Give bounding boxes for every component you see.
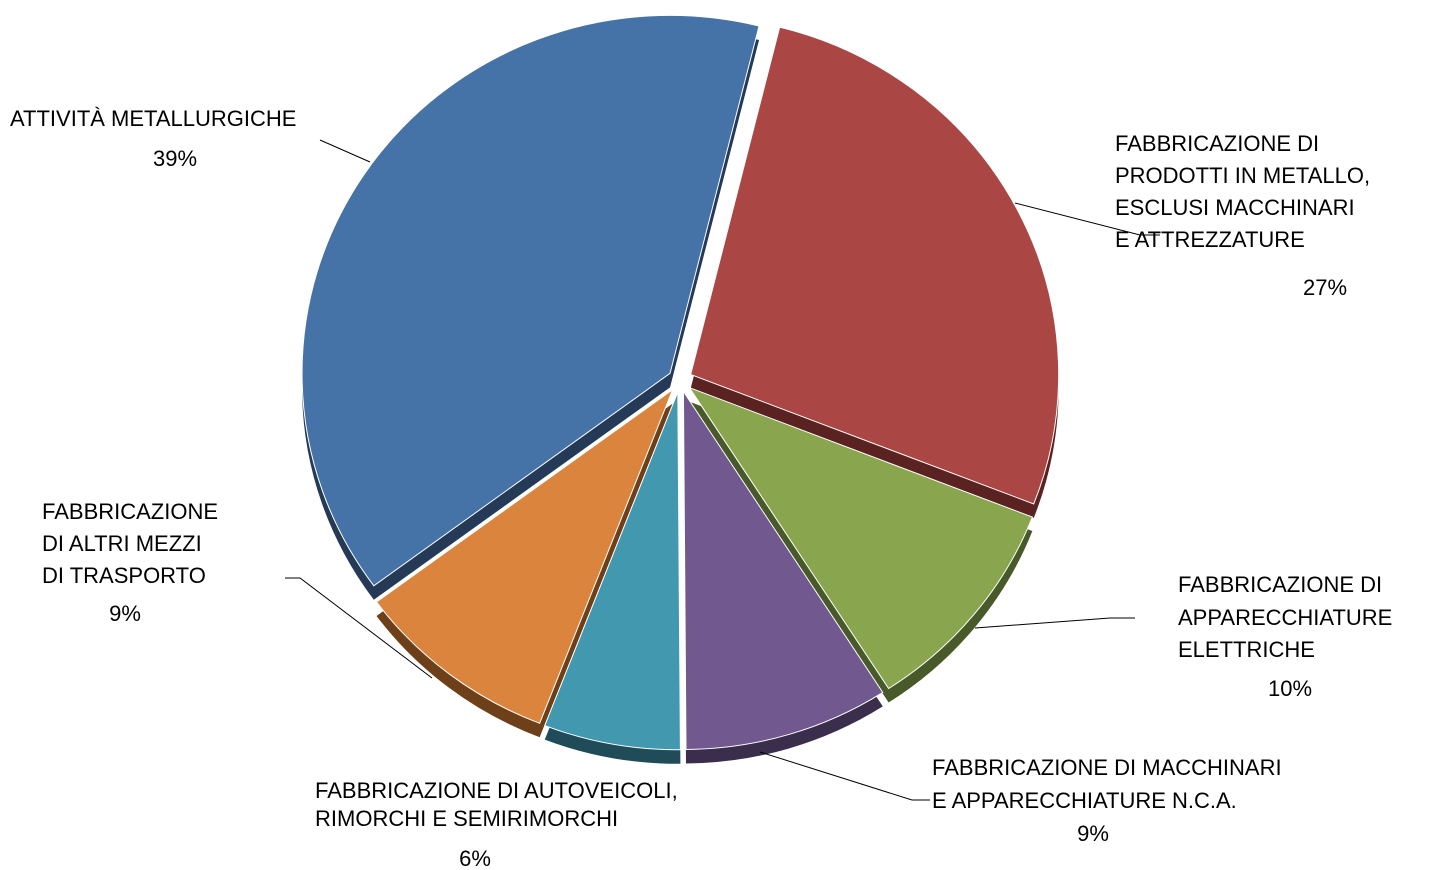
- slice-label: ESCLUSI MACCHINARI: [1115, 195, 1355, 220]
- slice: [688, 386, 1034, 690]
- slice: [544, 391, 681, 751]
- slice-label: E APPARECCHIATURE N.C.A.: [932, 788, 1237, 813]
- slice-label: FABBRICAZIONE DI: [1178, 572, 1382, 597]
- slice-value-label: 39%: [153, 146, 197, 171]
- leader-line: [1014, 202, 1160, 236]
- slice-label: E ATTREZZATURE: [1115, 227, 1305, 252]
- slice-label: FABBRICAZIONE DI MACCHINARI: [932, 755, 1282, 780]
- slice-value-label: 9%: [1077, 821, 1109, 846]
- slice-label: RIMORCHI E SEMIRIMORCHI: [315, 806, 618, 831]
- slice-value-label: 9%: [109, 601, 141, 626]
- slice-label: PRODOTTI IN METALLO,: [1115, 163, 1370, 188]
- slice-label: ATTIVITÀ METALLURGICHE: [10, 106, 296, 131]
- slice-label: FABBRICAZIONE DI: [1115, 131, 1319, 156]
- slice-value-label: 10%: [1268, 676, 1312, 701]
- leader-line: [974, 617, 1135, 629]
- leader-line: [319, 139, 371, 163]
- slice-label: FABBRICAZIONE DI AUTOVEICOLI,: [315, 778, 678, 803]
- slice-label: DI ALTRI MEZZI: [42, 531, 202, 556]
- leader-line: [759, 751, 930, 801]
- slice-label: APPARECCHIATURE: [1178, 605, 1392, 630]
- slice-label: DI TRASPORTO: [42, 563, 206, 588]
- slice: [301, 14, 760, 587]
- slice-label: FABBRICAZIONE: [42, 499, 218, 524]
- slice-label: ELETTRICHE: [1178, 637, 1315, 662]
- slice: [682, 389, 884, 750]
- slice-value-label: 27%: [1303, 275, 1347, 300]
- slice: [375, 388, 674, 724]
- leader-line: [285, 577, 433, 679]
- slice-value-label: 6%: [459, 846, 491, 870]
- slice: [690, 26, 1060, 505]
